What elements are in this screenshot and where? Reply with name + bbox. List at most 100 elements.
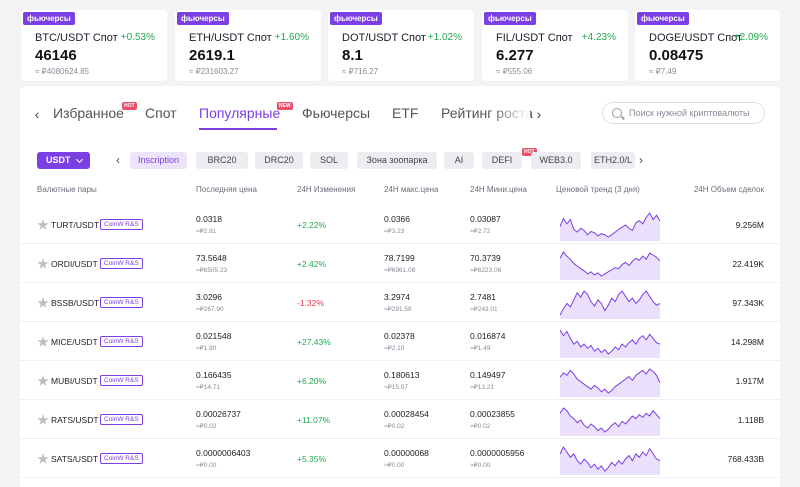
trend-sparkline xyxy=(560,326,660,358)
favorite-star-icon[interactable] xyxy=(37,414,49,425)
ticker-pair: DOGE/USDT Спот xyxy=(649,32,743,44)
chip-sol[interactable]: SOL xyxy=(310,152,348,169)
chip-web3[interactable]: WEB3.0 xyxy=(531,152,581,169)
pair-tag: CoinW R&S xyxy=(100,414,143,425)
futures-badge: фьючерсы xyxy=(484,12,536,25)
tabs-prev-icon[interactable]: ‹ xyxy=(34,106,40,122)
sparkline-line xyxy=(560,369,660,393)
high-price-fiat: ≈₽0.02 xyxy=(384,423,405,430)
active-tab-underline xyxy=(199,128,277,130)
last-price: 0.0318 xyxy=(196,214,222,224)
quote-currency-dropdown[interactable]: USDT xyxy=(37,152,90,169)
col-low-header[interactable]: 24H Мини.цена xyxy=(470,185,527,194)
tabs-next-icon[interactable]: › xyxy=(536,106,542,122)
col-last-header[interactable]: Последняя цена xyxy=(196,185,257,194)
low-price-fiat: ≈₽2.72 xyxy=(470,228,491,235)
trend-sparkline xyxy=(560,443,660,475)
favorite-star-icon[interactable] xyxy=(37,336,49,347)
futures-badge: фьючерсы xyxy=(23,12,75,25)
hot-tag: HOT xyxy=(122,102,137,110)
trend-sparkline xyxy=(560,404,660,436)
last-price-fiat: ≈₽0.00 xyxy=(196,462,217,469)
low-price: 2.7481 xyxy=(470,292,496,302)
ticker-fiat-price: ≈ ₽716.27 xyxy=(342,67,379,76)
chips-prev-icon[interactable]: ‹ xyxy=(116,153,120,167)
col-high-header[interactable]: 24H макс.цена xyxy=(384,185,439,194)
col-pair-header[interactable]: Валютные пары xyxy=(37,185,97,194)
ticker-strip: фьючерсы BTC/USDT Спот +0.53% 46146 ≈ ₽4… xyxy=(0,0,800,82)
pair-name[interactable]: ORDI/USDT xyxy=(51,259,98,269)
sparkline-line xyxy=(560,252,660,276)
sparkline-area xyxy=(560,447,660,475)
high-price: 0.0366 xyxy=(384,214,410,224)
tab-spot[interactable]: Спот xyxy=(145,105,177,121)
ticker-card[interactable]: фьючерсы DOT/USDT Спот +1.02% 8.1 ≈ ₽716… xyxy=(328,10,474,81)
pair-name[interactable]: MICE/USDT xyxy=(51,337,98,347)
col-volume-header[interactable]: 24H Объем сделок xyxy=(693,185,764,194)
low-price-fiat: ≈₽0.02 xyxy=(470,423,491,430)
favorite-star-icon[interactable] xyxy=(37,297,49,308)
sparkline-area xyxy=(560,213,660,241)
chip-brc20[interactable]: BRC20 xyxy=(196,152,248,169)
pair-name[interactable]: BSSB/USDT xyxy=(51,298,100,308)
low-price: 0.03087 xyxy=(470,214,501,224)
table-row[interactable]: SATS/USDT CoinW R&S 0.0000006403 ≈₽0.00 … xyxy=(20,440,780,478)
table-row[interactable]: RATS/USDT CoinW R&S 0.00026737 ≈₽0.02 +1… xyxy=(20,401,780,439)
ticker-card[interactable]: фьючерсы BTC/USDT Спот +0.53% 46146 ≈ ₽4… xyxy=(21,10,167,81)
chip-defi[interactable]: DEFI xyxy=(482,152,522,169)
high-price-fiat: ≈₽15.97 xyxy=(384,384,408,391)
ticker-fiat-price: ≈ ₽231603.27 xyxy=(189,67,239,76)
table-row[interactable]: TURT/USDT CoinW R&S 0.0318 ≈₽2.81 +2.22%… xyxy=(20,206,780,244)
volume: 97.343K xyxy=(732,298,764,308)
ticker-card[interactable]: фьючерсы ETH/USDT Спот +1.60% 2619.1 ≈ ₽… xyxy=(175,10,321,81)
sparkline-line xyxy=(560,291,660,315)
chip-eth20[interactable]: ETH2.0/L xyxy=(591,152,635,169)
ticker-price: 2619.1 xyxy=(189,47,235,64)
sparkline-area xyxy=(560,291,660,319)
trend-sparkline xyxy=(560,365,660,397)
tab-etf[interactable]: ETF xyxy=(392,105,419,121)
ticker-pair: DOT/USDT Спот xyxy=(342,32,426,44)
change-percent: +2.42% xyxy=(297,259,327,269)
volume: 9.256M xyxy=(735,220,764,230)
table-row[interactable]: MUBI/USDT CoinW R&S 0.166435 ≈₽14.71 +6.… xyxy=(20,362,780,400)
sparkline-area xyxy=(560,252,660,280)
tab-futures[interactable]: Фьючерсы xyxy=(302,105,371,121)
pair-name[interactable]: RATS/USDT xyxy=(51,415,99,425)
table-row[interactable]: BSSB/USDT CoinW R&S 3.0296 ≈₽267.90 -1.3… xyxy=(20,284,780,322)
table-row[interactable]: MICE/USDT CoinW R&S 0.021548 ≈₽1.90 +27.… xyxy=(20,323,780,361)
pair-name[interactable]: MUBI/USDT xyxy=(51,376,98,386)
low-price: 0.0000005956 xyxy=(470,448,525,458)
chip-ai[interactable]: AI xyxy=(444,152,474,169)
table-header: Валютные пары Последняя цена 24H Изменен… xyxy=(20,181,780,201)
low-price: 70.3739 xyxy=(470,253,501,263)
pair-tag: CoinW R&S xyxy=(100,375,143,386)
high-price: 3.2974 xyxy=(384,292,410,302)
favorite-star-icon[interactable] xyxy=(37,258,49,269)
ticker-card[interactable]: фьючерсы FIL/USDT Спот +4.23% 6.277 ≈ ₽5… xyxy=(482,10,628,81)
favorite-star-icon[interactable] xyxy=(37,453,49,464)
chip-inscription[interactable]: Inscription xyxy=(130,152,187,169)
last-price-fiat: ≈₽14.71 xyxy=(196,384,220,391)
chips-next-icon[interactable]: › xyxy=(639,153,643,167)
trend-sparkline xyxy=(560,248,660,280)
low-price-fiat: ≈₽243.01 xyxy=(470,306,498,313)
favorite-star-icon[interactable] xyxy=(37,375,49,386)
high-price: 78.7199 xyxy=(384,253,415,263)
pair-name[interactable]: TURT/USDT xyxy=(51,220,100,230)
pair-name[interactable]: SATS/USDT xyxy=(51,454,99,464)
chip-drc20[interactable]: DRC20 xyxy=(255,152,303,169)
table-row[interactable]: ORDI/USDT CoinW R&S 73.5648 ≈₽6505.23 +2… xyxy=(20,245,780,283)
search-box[interactable] xyxy=(602,102,765,124)
tab-favorites[interactable]: Избранное xyxy=(53,105,124,121)
search-input[interactable] xyxy=(629,106,759,120)
col-change-header[interactable]: 24H Изменения xyxy=(297,185,356,194)
last-price: 0.166435 xyxy=(196,370,232,380)
ticker-card[interactable]: фьючерсы DOGE/USDT Спот +2.09% 0.08475 ≈… xyxy=(635,10,780,81)
ticker-change: +0.53% xyxy=(120,32,155,43)
tab-popular[interactable]: Популярные xyxy=(199,105,281,121)
low-price-fiat: ≈₽0.00 xyxy=(470,462,491,469)
ticker-pair: FIL/USDT Спот xyxy=(496,32,573,44)
chip-zoo-zone[interactable]: Зона зоопарка xyxy=(357,152,437,169)
favorite-star-icon[interactable] xyxy=(37,219,49,230)
